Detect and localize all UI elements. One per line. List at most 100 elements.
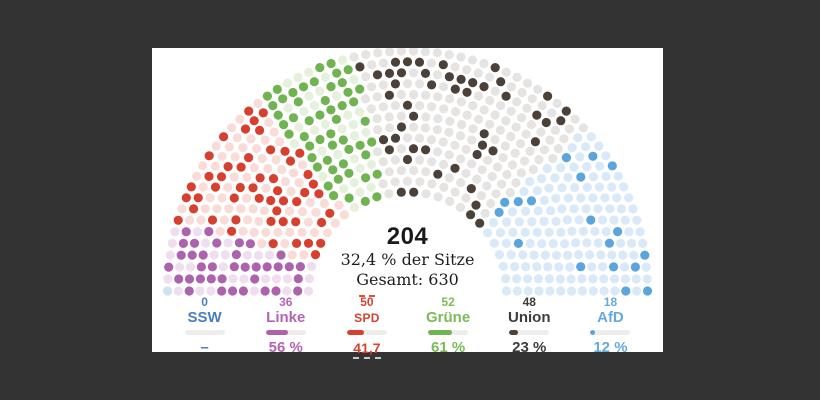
seat-dot-spd[interactable] [238,226,248,236]
seat-dot-union[interactable] [415,177,425,187]
seat-dot-afd[interactable] [605,204,615,214]
seat-dot-afd[interactable] [510,262,520,272]
seat-dot-linke[interactable] [175,262,185,272]
seat-dot-gruene-highlighted[interactable] [355,84,365,94]
seat-dot-spd[interactable] [286,186,296,197]
seat-dot-union-highlighted[interactable] [496,77,506,87]
seat-dot-union[interactable] [360,94,370,104]
seat-dot-afd[interactable] [618,250,628,260]
seat-dot-union[interactable] [539,145,549,155]
seat-dot-gruene-highlighted[interactable] [337,101,347,111]
seat-dot-linke[interactable] [163,274,173,284]
seat-dot-union-highlighted[interactable] [438,60,448,70]
seat-dot-union-highlighted[interactable] [450,84,460,94]
seat-dot-afd-highlighted[interactable] [607,161,617,171]
seat-dot-union[interactable] [378,58,389,68]
seat-dot-union[interactable] [445,94,455,104]
seat-dot-spd[interactable] [211,141,221,151]
seat-dot-union[interactable] [472,174,482,184]
seat-dot-linke[interactable] [223,238,233,248]
seat-dot-union[interactable] [500,141,510,151]
seat-dot-union[interactable] [438,82,449,92]
seat-dot-spd-highlighted[interactable] [292,197,302,207]
seat-dot-gruene-highlighted[interactable] [309,77,319,87]
seat-dot-afd[interactable] [520,227,530,237]
seat-dot-union-highlighted[interactable] [372,70,383,80]
seat-dot-afd[interactable] [632,215,642,225]
seat-dot-gruene-highlighted[interactable] [338,135,348,145]
legend-party-linke[interactable]: 36 Linke 56 % [245,296,326,359]
seat-dot-afd[interactable] [548,239,558,249]
seat-dot-spd-highlighted[interactable] [258,108,268,118]
seat-dot-union[interactable] [468,124,478,134]
seat-dot-gruene-highlighted[interactable] [361,173,371,183]
seat-dot-gruene[interactable] [349,178,359,188]
seat-dot-afd[interactable] [498,261,508,271]
seat-dot-union[interactable] [439,182,449,192]
seat-dot-union[interactable] [378,179,388,189]
seat-dot-linke[interactable] [265,250,275,260]
seat-dot-afd[interactable] [610,274,620,284]
seat-dot-afd[interactable] [554,262,564,272]
seat-dot-afd[interactable] [523,286,533,296]
seat-dot-spd-highlighted[interactable] [227,226,237,236]
seat-dot-spd[interactable] [249,163,259,173]
seat-dot-spd-highlighted[interactable] [219,132,229,142]
seat-dot-afd-highlighted[interactable] [604,238,614,248]
seat-dot-union[interactable] [451,107,461,117]
seat-dot-union[interactable] [361,50,371,60]
seat-dot-linke[interactable] [201,238,211,248]
seat-dot-union-highlighted[interactable] [402,100,413,110]
seat-dot-union[interactable] [550,125,560,135]
seat-dot-gruene-highlighted[interactable] [327,140,338,150]
seat-dot-spd[interactable] [238,143,248,153]
seat-dot-afd-highlighted[interactable] [609,262,619,272]
seat-dot-linke[interactable] [170,227,180,237]
seat-dot-gruene[interactable] [317,146,327,156]
seat-dot-union[interactable] [402,133,413,143]
seat-dot-linke[interactable] [173,286,183,296]
seat-dot-gruene-highlighted[interactable] [331,114,341,124]
seat-dot-union-highlighted[interactable] [409,187,419,197]
seat-dot-gruene-highlighted[interactable] [367,137,377,147]
seat-dot-union-highlighted[interactable] [501,91,511,101]
seat-dot-afd[interactable] [539,216,549,226]
seat-dot-gruene-highlighted[interactable] [344,168,354,178]
seat-dot-spd[interactable] [280,238,290,249]
seat-dot-union[interactable] [408,48,419,56]
seat-dot-linke[interactable] [242,250,252,260]
seat-dot-linke-highlighted[interactable] [273,262,283,272]
seat-dot-union[interactable] [506,82,517,92]
seat-dot-linke[interactable] [304,274,314,284]
seat-dot-afd[interactable] [597,215,608,225]
seat-dot-afd[interactable] [532,186,542,196]
seat-dot-union-highlighted[interactable] [396,68,407,78]
seat-dot-union[interactable] [506,106,516,116]
seat-dot-afd[interactable] [620,215,630,225]
seat-dot-linke-highlighted[interactable] [251,262,261,272]
seat-dot-union[interactable] [455,131,466,141]
seat-dot-linke-highlighted[interactable] [250,274,260,284]
seat-dot-union[interactable] [461,144,471,154]
seat-dot-union[interactable] [396,165,406,176]
seat-dot-union[interactable] [373,48,383,58]
seat-dot-union[interactable] [476,191,486,201]
seat-dot-afd[interactable] [619,262,630,272]
seat-dot-spd-highlighted[interactable] [300,187,310,198]
seat-dot-gruene-highlighted[interactable] [329,191,339,201]
seat-dot-afd[interactable] [599,286,609,296]
seat-dot-spd[interactable] [280,176,290,187]
seat-dot-spd-highlighted[interactable] [255,125,265,135]
seat-dot-spd[interactable] [198,182,208,192]
seat-dot-linke-highlighted[interactable] [178,238,188,248]
seat-dot-union[interactable] [485,119,495,129]
seat-dot-afd-highlighted[interactable] [494,207,504,217]
seat-dot-afd[interactable] [595,161,605,171]
seat-dot-afd[interactable] [567,226,577,236]
seat-dot-spd[interactable] [243,215,253,225]
seat-dot-afd[interactable] [540,250,550,260]
seat-dot-union[interactable] [445,116,455,126]
seat-dot-afd[interactable] [525,176,535,187]
seat-dot-spd-highlighted[interactable] [266,195,276,206]
seat-dot-spd-highlighted[interactable] [229,193,239,203]
